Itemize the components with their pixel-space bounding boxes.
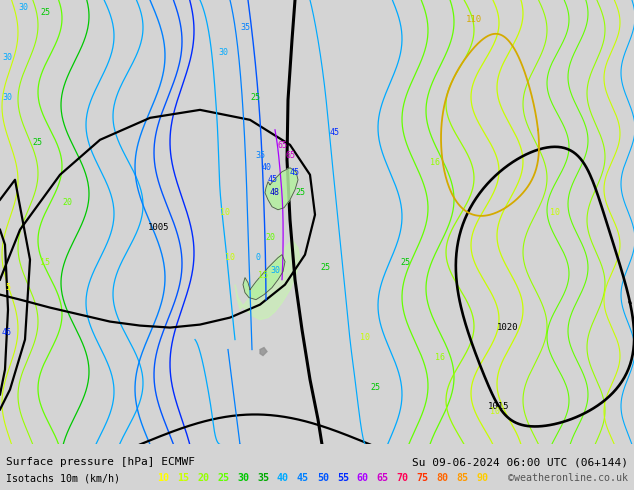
Text: 48: 48 (270, 188, 280, 197)
Text: 5: 5 (5, 283, 10, 292)
Text: ©weatheronline.co.uk: ©weatheronline.co.uk (508, 473, 628, 483)
Polygon shape (235, 240, 300, 319)
Text: 90: 90 (477, 473, 488, 483)
Text: 50: 50 (317, 473, 329, 483)
Text: 30: 30 (18, 3, 28, 12)
Text: 70: 70 (397, 473, 409, 483)
Polygon shape (265, 168, 298, 210)
Text: Surface pressure [hPa] ECMWF: Surface pressure [hPa] ECMWF (6, 457, 195, 467)
Text: 25: 25 (217, 473, 229, 483)
Text: 25: 25 (250, 93, 260, 102)
Text: 40: 40 (277, 473, 289, 483)
Text: 10: 10 (225, 253, 235, 262)
Text: 20: 20 (197, 473, 209, 483)
Text: 45: 45 (268, 175, 278, 184)
Text: 10: 10 (360, 333, 370, 342)
Text: 25: 25 (32, 138, 42, 147)
Text: 30: 30 (2, 53, 12, 62)
Text: 45: 45 (290, 168, 300, 177)
Text: 16: 16 (430, 158, 440, 167)
Text: 45: 45 (297, 473, 309, 483)
Text: 75: 75 (417, 473, 429, 483)
Text: 25: 25 (320, 263, 330, 271)
Text: 35: 35 (240, 23, 250, 32)
Text: 15: 15 (258, 270, 268, 280)
Text: 30: 30 (2, 93, 12, 102)
Text: 15: 15 (40, 258, 50, 267)
Text: 110: 110 (466, 15, 482, 24)
Text: 15: 15 (177, 473, 189, 483)
Text: 25: 25 (40, 8, 50, 17)
Text: 30: 30 (237, 473, 249, 483)
Text: 10: 10 (550, 208, 560, 217)
Text: 20: 20 (62, 198, 72, 207)
Text: 45: 45 (330, 128, 340, 137)
Text: 25: 25 (370, 383, 380, 392)
Text: 16: 16 (435, 352, 445, 362)
Text: 1015: 1015 (488, 402, 510, 412)
Text: 65: 65 (377, 473, 389, 483)
Text: 85: 85 (456, 473, 469, 483)
Text: 55: 55 (337, 473, 349, 483)
Text: 25: 25 (400, 258, 410, 267)
Text: 10: 10 (490, 408, 500, 416)
Text: Isotachs 10m (km/h): Isotachs 10m (km/h) (6, 473, 120, 483)
Text: 60: 60 (357, 473, 369, 483)
Text: 1005: 1005 (148, 223, 169, 232)
Text: 46: 46 (2, 328, 12, 337)
Text: Su 09-06-2024 06:00 UTC (06+144): Su 09-06-2024 06:00 UTC (06+144) (411, 457, 628, 467)
Text: 30: 30 (270, 266, 280, 275)
Polygon shape (260, 347, 267, 356)
Text: 0: 0 (256, 253, 261, 262)
Polygon shape (243, 255, 285, 299)
Text: 40: 40 (262, 163, 272, 172)
Text: 20: 20 (265, 233, 275, 242)
Text: 10: 10 (220, 208, 230, 217)
Text: 10: 10 (157, 473, 169, 483)
Text: 30: 30 (218, 48, 228, 57)
Text: 65: 65 (285, 151, 295, 160)
Text: 80: 80 (437, 473, 449, 483)
Text: 25: 25 (295, 188, 305, 197)
Text: 35: 35 (257, 473, 269, 483)
Text: 35: 35 (255, 151, 265, 160)
Text: 65: 65 (278, 141, 288, 150)
Text: 1020: 1020 (497, 322, 519, 332)
